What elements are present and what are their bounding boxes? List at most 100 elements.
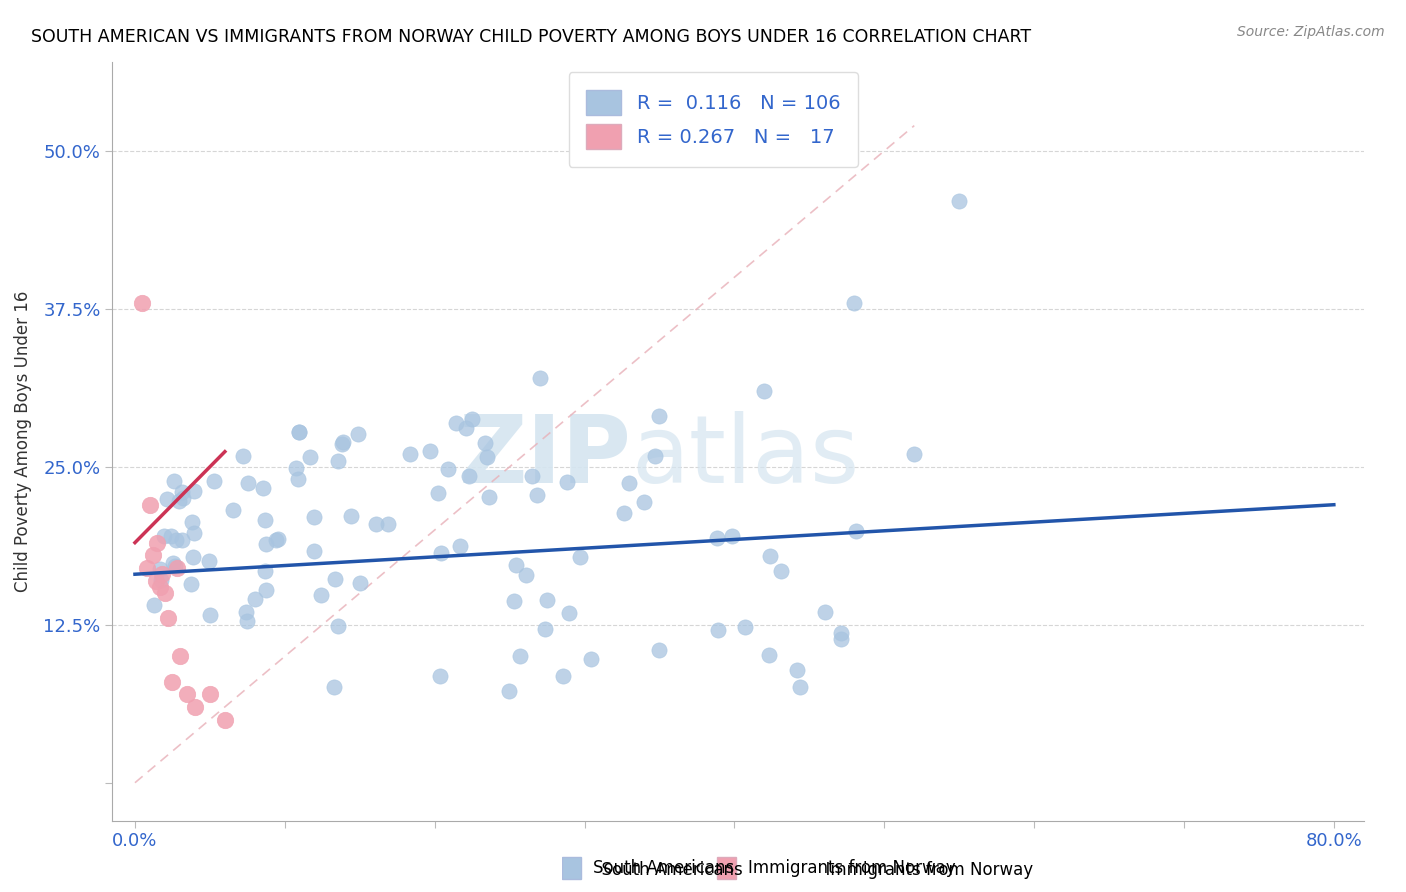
Point — [498, 683, 520, 698]
Point — [364, 517, 387, 532]
Point — [633, 495, 655, 509]
Point — [149, 562, 172, 576]
Point — [555, 475, 578, 489]
Point — [287, 472, 309, 486]
Legend: R =  0.116   N = 106, R = 0.267   N =   17: R = 0.116 N = 106, R = 0.267 N = 17 — [568, 72, 858, 167]
Point — [149, 580, 172, 594]
Point — [347, 426, 370, 441]
Point — [326, 454, 349, 468]
Point — [457, 468, 479, 483]
Point — [536, 593, 558, 607]
Point — [419, 443, 441, 458]
Text: Immigrants from Norway: Immigrants from Norway — [748, 859, 956, 877]
Point — [754, 384, 776, 398]
Point — [339, 509, 361, 524]
Point — [162, 674, 184, 689]
Point — [139, 498, 162, 512]
Point — [461, 412, 484, 426]
Point — [505, 558, 527, 573]
Y-axis label: Child Poverty Among Boys Under 16: Child Poverty Among Boys Under 16 — [14, 291, 32, 592]
Point — [814, 605, 837, 619]
Point — [153, 586, 176, 600]
Point — [844, 295, 866, 310]
Point — [172, 491, 194, 505]
Point — [644, 449, 666, 463]
Point — [156, 491, 179, 506]
Point — [254, 564, 277, 578]
Point — [149, 573, 172, 587]
Text: SOUTH AMERICAN VS IMMIGRANTS FROM NORWAY CHILD POVERTY AMONG BOYS UNDER 16 CORRE: SOUTH AMERICAN VS IMMIGRANTS FROM NORWAY… — [31, 28, 1031, 45]
Point — [214, 713, 236, 727]
Point — [398, 447, 420, 461]
Point — [181, 550, 204, 565]
Point — [948, 194, 970, 209]
Point — [326, 619, 349, 633]
Point — [515, 568, 537, 582]
Point — [830, 626, 852, 640]
Point — [150, 567, 173, 582]
Point — [165, 533, 187, 547]
Point — [167, 494, 190, 508]
Text: atlas: atlas — [631, 410, 860, 503]
Point — [529, 371, 551, 385]
Point — [131, 295, 153, 310]
Point — [323, 572, 346, 586]
Point — [377, 516, 399, 531]
Point — [526, 488, 548, 502]
Point — [236, 476, 259, 491]
Point — [288, 425, 311, 440]
Point — [298, 450, 321, 464]
Point — [706, 531, 728, 545]
Point — [845, 524, 868, 539]
Point — [254, 582, 277, 597]
Point — [429, 669, 451, 683]
Point — [166, 561, 188, 575]
Point — [721, 528, 744, 542]
Point — [617, 475, 640, 490]
Point — [330, 436, 353, 450]
Point — [235, 605, 257, 619]
Point — [478, 490, 501, 504]
FancyBboxPatch shape — [717, 857, 735, 879]
Point — [176, 687, 198, 701]
Point — [474, 436, 496, 450]
Point — [183, 484, 205, 499]
Point — [569, 549, 592, 564]
FancyBboxPatch shape — [562, 857, 581, 879]
Point — [502, 594, 524, 608]
Point — [236, 614, 259, 628]
Point — [198, 687, 221, 701]
Point — [309, 588, 332, 602]
Point — [437, 462, 460, 476]
Point — [266, 533, 288, 547]
Text: Immigrants from Norway: Immigrants from Norway — [815, 861, 1033, 879]
Point — [254, 537, 277, 551]
Point — [534, 622, 557, 636]
Point — [165, 558, 187, 573]
Point — [197, 554, 219, 568]
Point — [302, 544, 325, 558]
Point — [152, 529, 174, 543]
Point — [522, 468, 544, 483]
Point — [429, 546, 451, 560]
Point — [581, 652, 603, 666]
Point — [183, 525, 205, 540]
Point — [322, 680, 344, 694]
Point — [221, 502, 243, 516]
Point — [769, 564, 792, 578]
Point — [180, 515, 202, 529]
Point — [163, 474, 186, 488]
Text: Source: ZipAtlas.com: Source: ZipAtlas.com — [1237, 25, 1385, 39]
Point — [170, 484, 193, 499]
Point — [156, 611, 179, 625]
Point — [426, 486, 449, 500]
Point — [332, 434, 354, 449]
Point — [789, 681, 811, 695]
Point — [202, 474, 225, 488]
Point — [184, 699, 207, 714]
Point — [162, 556, 184, 570]
Point — [232, 449, 254, 463]
Point — [266, 532, 288, 546]
Point — [903, 447, 925, 461]
Point — [142, 548, 165, 563]
